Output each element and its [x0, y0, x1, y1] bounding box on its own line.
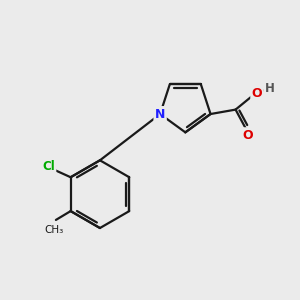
Text: O: O [252, 87, 262, 100]
Text: N: N [155, 107, 165, 121]
Text: O: O [242, 129, 253, 142]
Text: H: H [265, 82, 275, 94]
Text: CH₃: CH₃ [44, 225, 63, 235]
Text: Cl: Cl [42, 160, 55, 173]
